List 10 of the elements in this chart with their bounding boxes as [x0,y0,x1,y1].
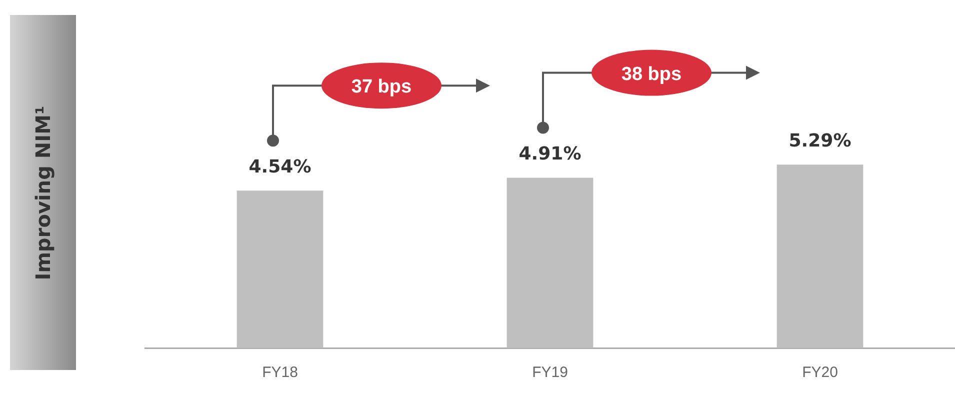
data-label: 5.29% [788,130,852,152]
text: 37 bps [351,76,412,98]
x-tick-label: FY18 [262,364,298,382]
y-axis-title: Improving NIM¹ [31,105,55,280]
x-tick-label: FY19 [532,364,568,382]
data-label: 4.91% [518,143,582,164]
text: 38 bps [621,64,682,85]
label-panel: Improving NIM¹ [10,15,76,370]
x-tick-label: FY20 [802,364,838,382]
data-label: 4.54% [248,156,312,178]
